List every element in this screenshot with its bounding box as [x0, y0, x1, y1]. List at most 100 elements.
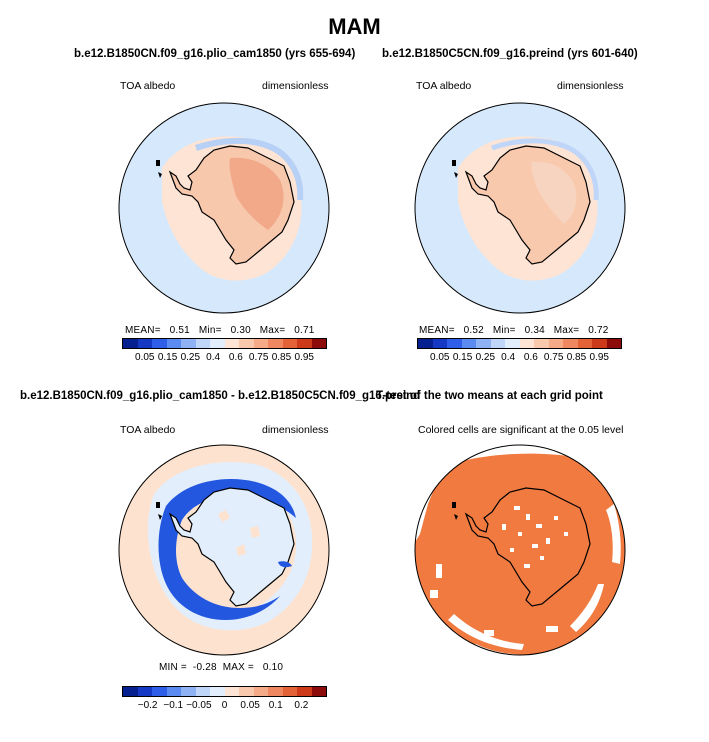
colorbar-swatch — [152, 687, 167, 696]
colorbar-tick-label: 0.15 — [452, 352, 473, 363]
colorbar-swatch — [461, 339, 476, 348]
panel-2-max-label: Max= — [553, 325, 580, 336]
panel-2-mean-label: MEAN= — [419, 325, 455, 336]
colorbar-swatch — [253, 687, 268, 696]
panel-4-antarctica-outline — [464, 487, 591, 607]
colorbar-swatch — [297, 687, 312, 696]
panel-1-variable-label: TOA albedo — [120, 80, 176, 92]
panel-1-stats: MEAN= 0.51 Min= 0.30 Max= 0.71 — [125, 325, 315, 336]
colorbar-swatch — [534, 339, 549, 348]
colorbar-tick-label: 0.05 — [430, 352, 450, 363]
panel-2-min-label: Min= — [492, 325, 516, 336]
colorbar-swatch — [181, 339, 196, 348]
panel-3-min-value: -0.28 — [192, 662, 217, 673]
panel-3-colorbar-ticks: −0.2 −0.1 −0.05 0 0.05 0.1 0.2 — [122, 700, 327, 714]
panel-3-units-label: dimensionless — [262, 424, 329, 436]
panel-3-colorbar — [122, 686, 327, 697]
panel-2-coast-islands — [452, 160, 458, 178]
colorbar-swatch — [239, 687, 254, 696]
colorbar-swatch — [505, 339, 520, 348]
colorbar-tick-label: 0 — [221, 700, 228, 711]
colorbar-tick-label: −0.1 — [163, 700, 184, 711]
panel-1-mean-label: MEAN= — [125, 325, 161, 336]
panel-1-min-value: 0.30 — [230, 325, 251, 336]
panel-2-max-value: 0.72 — [588, 325, 609, 336]
page-title: MAM — [328, 14, 381, 39]
colorbar-tick-label: 0.1 — [268, 700, 283, 711]
panel-2-mean-value: 0.52 — [463, 325, 484, 336]
panel-2-ice-band — [491, 138, 599, 201]
panel-4-coast-islands — [452, 502, 458, 520]
panel-1-max-value: 0.71 — [294, 325, 315, 336]
panel-3-max-value: 0.10 — [262, 662, 284, 673]
panel-4-map — [414, 444, 626, 656]
colorbar-tick-label: 0.4 — [206, 352, 221, 363]
colorbar-swatch — [519, 339, 534, 348]
panel-4-interior-speckles — [502, 506, 568, 568]
colorbar-swatch — [195, 339, 210, 348]
panel-2-variable-label: TOA albedo — [416, 80, 472, 92]
colorbar-tick-label: −0.2 — [137, 700, 158, 711]
panel-3-map — [118, 444, 330, 656]
panel-1-east-antarctica-high — [229, 157, 284, 230]
panel-3-interior-patches — [218, 510, 260, 556]
colorbar-tick-label: 0.25 — [475, 352, 496, 363]
panel-3-max-label: MAX = — [222, 662, 254, 673]
colorbar-tick-label: 0.75 — [248, 352, 269, 363]
panel-2-min-value: 0.34 — [524, 325, 545, 336]
panel-1-min-label: Min= — [198, 325, 222, 336]
colorbar-tick-label: 0.95 — [294, 352, 314, 363]
panel-3-ross-anomaly — [278, 561, 292, 568]
colorbar-swatch — [268, 687, 283, 696]
colorbar-swatch — [592, 339, 607, 348]
panel-3-stats: MIN = -0.28 MAX = 0.10 — [159, 662, 283, 673]
panel-3-title: b.e12.B1850CN.f09_g16.plio_cam1850 - b.e… — [20, 390, 421, 402]
colorbar-swatch — [268, 339, 283, 348]
colorbar-tick-label: 0.85 — [566, 352, 587, 363]
panel-4-subtitle: Colored cells are significant at the 0.0… — [418, 424, 624, 436]
panel-2-colorbar-ticks: 0.05 0.15 0.25 0.4 0.6 0.75 0.85 0.95 — [417, 352, 622, 366]
panel-1-ice-band — [194, 137, 304, 201]
panel-2-map — [414, 102, 626, 314]
colorbar-tick-label: 0.6 — [228, 352, 243, 363]
colorbar-swatch — [432, 339, 447, 348]
panel-3-antarctica — [168, 487, 295, 607]
colorbar-swatch — [123, 687, 138, 696]
colorbar-swatch — [181, 687, 196, 696]
panel-2-east-antarctica-high — [531, 161, 577, 224]
colorbar-tick-label: 0.2 — [294, 700, 309, 711]
colorbar-tick-label: 0.85 — [271, 352, 292, 363]
colorbar-tick-label: 0.15 — [157, 352, 178, 363]
colorbar-swatch — [123, 339, 138, 348]
colorbar-tick-label: −0.05 — [186, 700, 212, 711]
colorbar-tick-label: 0.05 — [240, 700, 260, 711]
colorbar-swatch — [282, 339, 297, 348]
colorbar-swatch — [490, 339, 505, 348]
colorbar-swatch — [577, 339, 592, 348]
panel-1-max-label: Max= — [259, 325, 286, 336]
colorbar-swatch — [152, 339, 167, 348]
colorbar-tick-label: 0.4 — [501, 352, 516, 363]
panel-1-colorbar — [122, 338, 327, 349]
colorbar-swatch — [210, 339, 225, 348]
panel-2-stats: MEAN= 0.52 Min= 0.34 Max= 0.72 — [419, 325, 609, 336]
colorbar-tick-label: 0.75 — [543, 352, 564, 363]
colorbar-swatch — [548, 339, 563, 348]
colorbar-tick-label: 0.05 — [135, 352, 155, 363]
panel-4-title: T-test of the two means at each grid poi… — [376, 390, 603, 402]
colorbar-swatch — [418, 339, 433, 348]
colorbar-swatch — [210, 687, 225, 696]
panel-2-units-label: dimensionless — [557, 80, 624, 92]
colorbar-tick-label: 0.95 — [589, 352, 609, 363]
panel-2-colorbar — [417, 338, 622, 349]
colorbar-swatch — [447, 339, 462, 348]
colorbar-swatch — [195, 687, 210, 696]
colorbar-swatch — [224, 687, 239, 696]
panel-3-coast-islands — [156, 502, 162, 520]
panel-2-title: b.e12.B1850C5CN.f09_g16.preind (yrs 601-… — [382, 48, 638, 60]
colorbar-swatch — [282, 687, 297, 696]
panel-1-coast-islands — [156, 160, 162, 178]
colorbar-swatch — [311, 687, 326, 696]
colorbar-swatch — [166, 339, 181, 348]
colorbar-swatch — [297, 339, 312, 348]
